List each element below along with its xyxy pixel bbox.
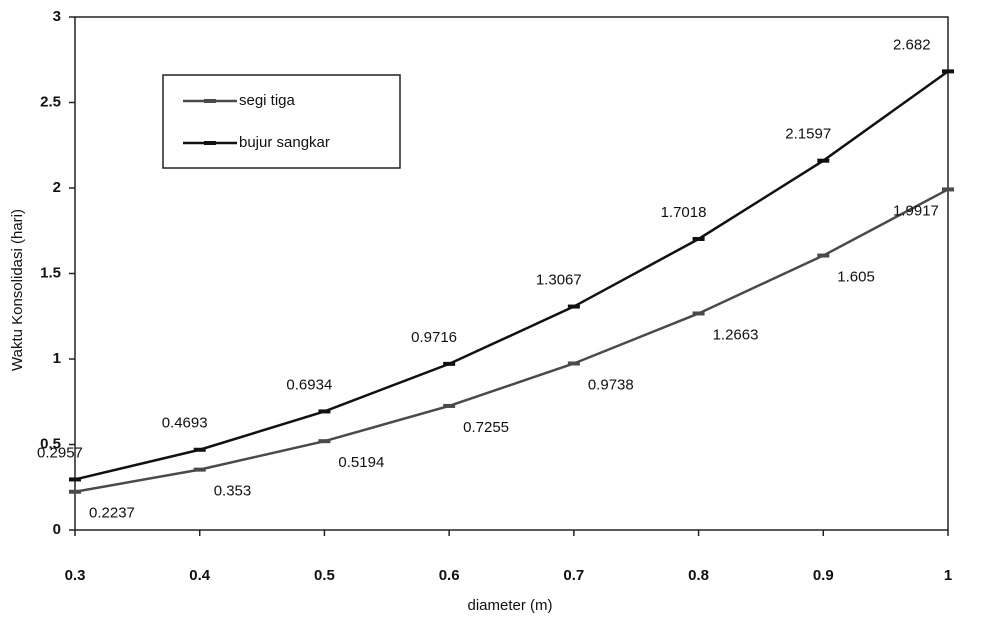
y-tick-label: 2.5 (40, 93, 61, 110)
data-label: 0.9738 (588, 376, 634, 393)
data-label: 1.2663 (713, 326, 759, 343)
point-marker (318, 439, 330, 443)
data-label: 0.4693 (162, 415, 208, 432)
data-label: 1.7018 (661, 204, 707, 221)
x-tick-label: 0.3 (65, 567, 86, 584)
data-label: 0.5194 (338, 454, 384, 471)
point-marker (443, 404, 455, 408)
point-marker (568, 305, 580, 309)
x-tick-label: 0.4 (189, 567, 211, 584)
x-tick-label: 0.5 (314, 567, 335, 584)
point-marker (568, 361, 580, 365)
legend-marker (204, 141, 216, 145)
point-marker (693, 237, 705, 241)
y-tick-label: 1.5 (40, 264, 61, 281)
data-label: 0.6934 (286, 376, 332, 393)
point-marker (194, 468, 206, 472)
point-marker (942, 187, 954, 191)
legend-label: bujur sangkar (239, 134, 330, 151)
legend-label: segi tiga (239, 92, 296, 109)
x-tick-label: 0.8 (688, 567, 709, 584)
data-label: 0.9716 (411, 329, 457, 346)
point-marker (318, 409, 330, 413)
x-tick-label: 0.7 (563, 567, 584, 584)
data-label: 1.9917 (893, 202, 939, 219)
x-tick-label: 0.6 (439, 567, 460, 584)
data-label: 2.1597 (785, 126, 831, 143)
x-tick-label: 1 (944, 567, 952, 584)
y-axis-label: Waktu Konsolidasi (hari) (9, 209, 26, 371)
y-tick-label: 1 (53, 350, 61, 367)
data-label: 1.605 (837, 269, 875, 286)
point-marker (942, 69, 954, 73)
legend-box (163, 75, 400, 168)
point-marker (194, 448, 206, 452)
point-marker (817, 159, 829, 163)
y-tick-label: 0 (53, 521, 61, 538)
data-label: 2.682 (893, 36, 931, 53)
data-label: 1.3067 (536, 272, 582, 289)
point-marker (69, 477, 81, 481)
y-tick-label: 2 (53, 179, 61, 196)
x-axis-label: diameter (m) (467, 597, 552, 614)
point-marker (693, 311, 705, 315)
chart: diameter (m) Waktu Konsolidasi (hari) 0 0… (0, 0, 992, 619)
data-label: 0.2957 (37, 444, 83, 461)
data-label: 0.353 (214, 483, 252, 500)
data-label: 0.7255 (463, 419, 509, 436)
data-label: 0.2237 (89, 505, 135, 522)
y-tick-label: 3 (53, 8, 61, 25)
legend-marker (204, 99, 216, 103)
point-marker (817, 254, 829, 258)
point-marker (443, 362, 455, 366)
series-line (75, 189, 948, 491)
point-marker (69, 490, 81, 494)
x-tick-label: 0.9 (813, 567, 834, 584)
